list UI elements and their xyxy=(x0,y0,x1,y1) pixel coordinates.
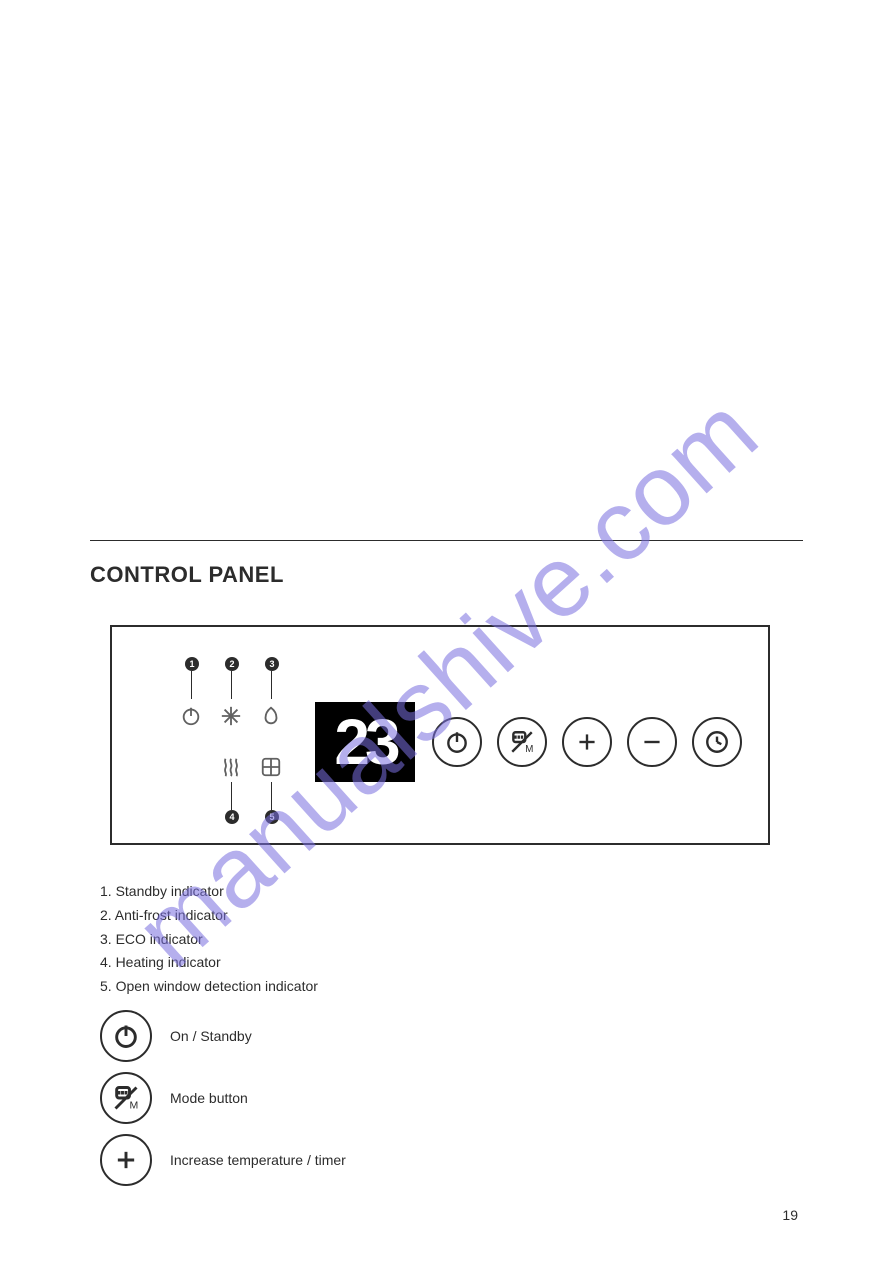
temperature-display: 23 xyxy=(315,702,415,782)
power-button[interactable] xyxy=(432,717,482,767)
callout-dot-4: 4 xyxy=(225,810,239,824)
mode-button[interactable]: M xyxy=(497,717,547,767)
antifrost-indicator-icon xyxy=(220,705,242,727)
callout-line-2 xyxy=(231,671,232,699)
svg-text:M: M xyxy=(525,744,533,755)
minus-button[interactable] xyxy=(627,717,677,767)
section-divider xyxy=(90,540,803,541)
indicator-legend: 1. Standby indicator 2. Anti-frost indic… xyxy=(100,880,318,999)
callout-line-5 xyxy=(271,782,272,810)
svg-text:M: M xyxy=(130,1100,139,1112)
heating-indicator-icon xyxy=(220,755,242,779)
power-desc-label: On / Standby xyxy=(170,1028,252,1044)
legend-item-1: 1. Standby indicator xyxy=(100,880,318,904)
legend-item-4: 4. Heating indicator xyxy=(100,951,318,975)
plus-icon xyxy=(574,729,600,755)
callout-dot-5: 5 xyxy=(265,810,279,824)
callout-dot-3: 3 xyxy=(265,657,279,671)
callout-line-3 xyxy=(271,671,272,699)
window-indicator-icon xyxy=(260,755,282,779)
display-digits: 23 xyxy=(334,710,395,774)
control-panel-diagram: 1 2 3 4 5 xyxy=(110,625,770,845)
power-button-desc-icon xyxy=(100,1010,152,1062)
callout-line-4 xyxy=(231,782,232,810)
page-number: 19 xyxy=(782,1207,798,1223)
legend-item-3: 3. ECO indicator xyxy=(100,928,318,952)
minus-icon xyxy=(639,729,665,755)
eco-indicator-icon xyxy=(260,705,282,727)
legend-item-2: 2. Anti-frost indicator xyxy=(100,904,318,928)
plus-button[interactable] xyxy=(562,717,612,767)
power-icon xyxy=(444,729,470,755)
clock-icon xyxy=(704,729,730,755)
control-desc-mode: M Mode button xyxy=(100,1072,248,1124)
control-desc-plus: Increase temperature / timer xyxy=(100,1134,346,1186)
power-icon xyxy=(112,1022,140,1050)
callout-line-1 xyxy=(191,671,192,699)
standby-indicator-icon xyxy=(180,705,202,727)
mode-desc-label: Mode button xyxy=(170,1090,248,1106)
plus-desc-label: Increase temperature / timer xyxy=(170,1152,346,1168)
section-title: CONTROL PANEL xyxy=(90,562,284,588)
mode-icon: M xyxy=(509,729,535,755)
mode-button-desc-icon: M xyxy=(100,1072,152,1124)
control-desc-power: On / Standby xyxy=(100,1010,252,1062)
legend-item-5: 5. Open window detection indicator xyxy=(100,975,318,999)
mode-icon: M xyxy=(112,1084,140,1112)
callout-dot-1: 1 xyxy=(185,657,199,671)
plus-button-desc-icon xyxy=(100,1134,152,1186)
timer-button[interactable] xyxy=(692,717,742,767)
callout-dot-2: 2 xyxy=(225,657,239,671)
plus-icon xyxy=(112,1146,140,1174)
